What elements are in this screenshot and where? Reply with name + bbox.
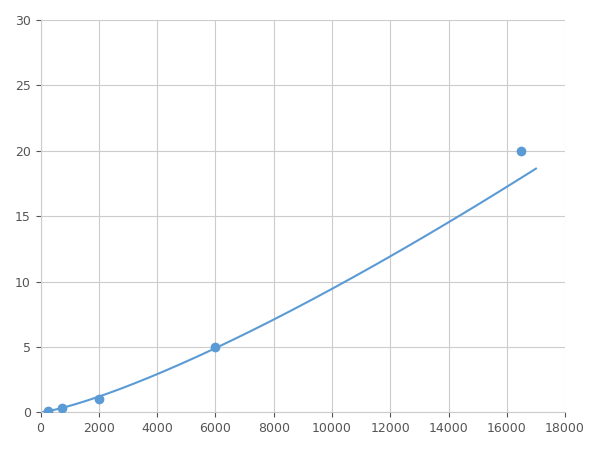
Point xyxy=(58,405,67,412)
Point xyxy=(94,396,104,403)
Point xyxy=(211,343,220,351)
Point xyxy=(43,407,53,414)
Point xyxy=(517,147,526,154)
